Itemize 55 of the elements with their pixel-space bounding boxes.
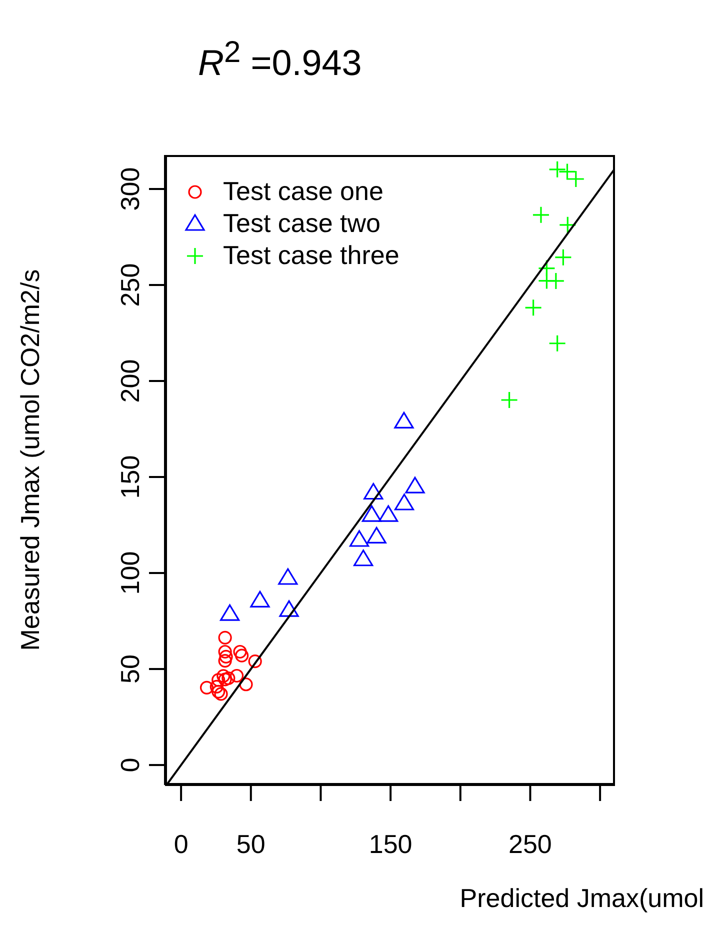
point [250,590,270,608]
point [200,680,214,694]
point [218,672,232,686]
point [554,248,572,266]
point [354,550,374,566]
point [362,505,382,522]
y-tick-label: 250 [115,263,145,307]
chart-title: R$^{2}$ =0.943 [198,36,362,84]
point [214,687,228,701]
point [279,600,299,617]
x-axis-title: Predicted Jmax(umol [460,883,704,914]
x-tick-label: 50 [236,829,266,859]
point [212,684,226,698]
legend-label: Test case three [223,239,400,271]
point [220,604,240,621]
point [500,391,518,409]
y-tick-label: 200 [115,359,145,403]
point [233,644,247,659]
point [524,298,542,316]
point [366,526,386,544]
point [218,630,232,645]
point [235,648,249,662]
point [219,650,233,664]
y-tick-label: 100 [115,551,145,595]
x-tick-label: 250 [508,829,552,859]
point [548,160,566,178]
y-tick-label: 300 [115,167,145,211]
legend-label: Test case two [223,207,381,239]
y-axis-title: Measured Jmax (umol CO2/m2/s [15,268,46,653]
point [532,206,550,224]
point [210,680,224,694]
point [548,334,566,352]
x-tick-label: 0 [174,829,188,859]
legend-label: Test case one [223,175,384,207]
point [278,568,298,585]
point [218,654,232,668]
point [248,654,262,668]
y-tick-label: 150 [115,455,145,499]
y-tick-label: 0 [115,758,145,772]
point [378,505,398,522]
point [218,644,232,659]
y-tick-label: 50 [115,654,145,684]
point [558,216,576,234]
x-tick-label: 150 [368,829,412,859]
point [547,272,565,290]
point [230,668,244,683]
point [216,669,230,683]
point [349,530,370,547]
point [222,671,236,686]
point [212,673,226,687]
point [394,412,414,429]
point [405,476,425,494]
point [394,494,414,510]
point [239,678,253,692]
point [364,482,384,500]
